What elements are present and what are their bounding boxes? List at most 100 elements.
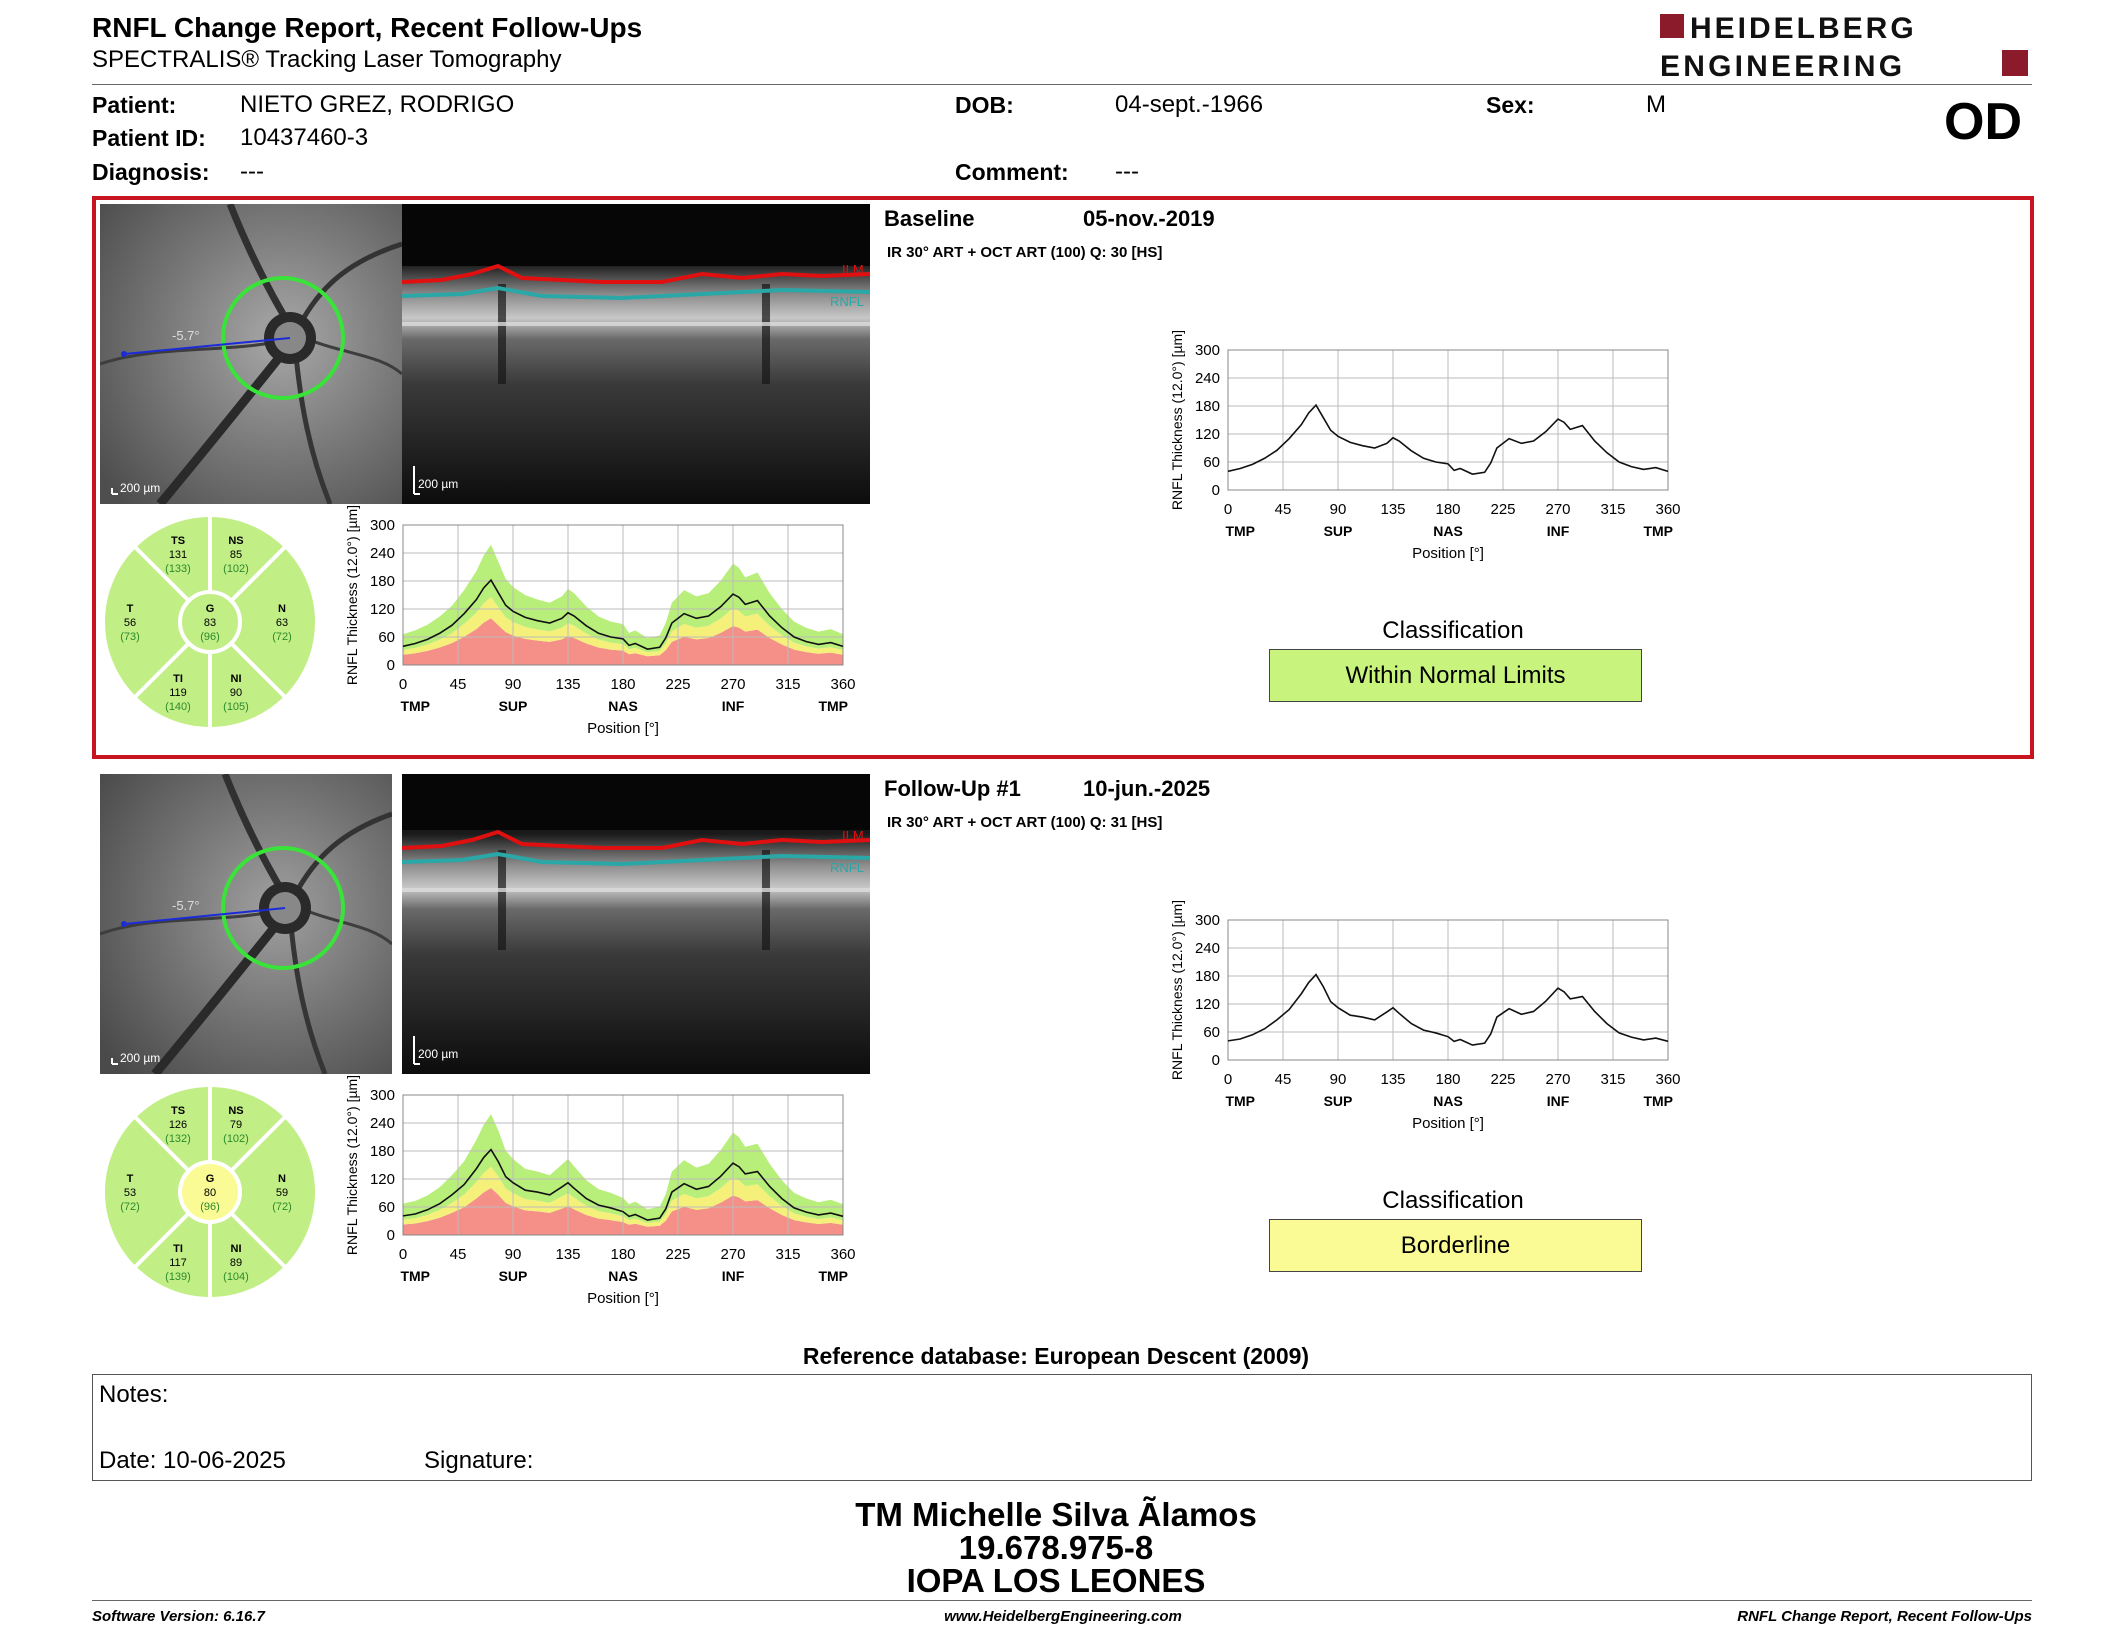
x-tick-label: 360 [1655,1071,1680,1088]
x-tick-label: 90 [505,676,522,693]
x-region-label: NAS [608,1268,638,1284]
x-tick-label: 180 [610,1246,635,1263]
x-tick-label: 225 [1490,1071,1515,1088]
baseline-fundus-image: -5.7° 200 µm [100,204,402,504]
x-region-label: INF [722,1268,745,1284]
x-region-label: SUP [1324,523,1353,539]
dob-label: DOB: [955,92,1014,118]
bscan-scale-bar: 200 µm [418,1047,458,1061]
x-tick-label: 45 [450,676,467,693]
x-tick-label: 270 [1545,1071,1570,1088]
y-tick-label: 120 [1195,996,1220,1013]
x-tick-label: 270 [1545,501,1570,518]
reference-database: Reference database: European Descent (20… [802,1343,1310,1369]
x-region-label: TMP [400,698,430,714]
sector-n-value: 59 [276,1187,288,1199]
x-region-label: TMP [818,698,848,714]
baseline-classification-title: Classification [1382,617,1524,644]
sector-n-normal: (72) [272,1201,292,1213]
scan-circle [221,276,345,400]
rnfl-thickness-line [402,1148,844,1221]
y-tick-label: 240 [370,1115,395,1132]
baseline-thickness-chart: 0 60 120 180 240 300 0 45 90 135 180 225 270 315 360 TM… [1169,330,1681,562]
x-region-label: SUP [499,1268,528,1284]
sector-g-value: 83 [204,617,216,629]
sector-ti-value: 119 [169,687,187,699]
baseline-sector-diagram: TS 131 (133) NS 85 (102) T 56 (73) G 83 … [103,515,317,729]
website-link[interactable]: www.HeidelbergEngineering.com [944,1608,1182,1625]
comment-value: --- [1115,158,1139,185]
signer-name: TM Michelle Silva Ãlamos [855,1496,1257,1533]
x-region-label: TMP [1225,1093,1255,1109]
sector-ti-label: TI [173,1243,183,1255]
followup-sector-diagram: TS 126 (132) NS 79 (102) T 53 (72) G 80 … [103,1085,317,1299]
sector-t-label: T [127,603,134,615]
x-tick-label: 45 [450,1246,467,1263]
notes-signature-label: Signature: [424,1447,534,1474]
x-tick-label: 135 [1380,1071,1405,1088]
rnfl-thickness-line [402,578,844,650]
y-tick-label: 300 [1195,342,1220,359]
x-tick-label: 90 [505,1246,522,1263]
x-tick-label: 0 [1224,1071,1232,1088]
logo-text-bottom: ENGINEERING [1660,50,1905,82]
sector-ni-label: NI [231,673,242,685]
x-region-label: NAS [1433,1093,1463,1109]
x-axis-label: Position [°] [587,720,659,737]
x-tick-label: 315 [775,1246,800,1263]
sector-n-label: N [278,1173,286,1185]
sector-ni-label: NI [231,1243,242,1255]
y-tick-label: 60 [1203,454,1220,471]
x-tick-label: 270 [720,1246,745,1263]
followup-date: 10-jun.-2025 [1083,776,1211,801]
y-tick-label: 240 [1195,370,1220,387]
sector-t-normal: (72) [120,1201,140,1213]
x-axis-label: Position [°] [1412,1115,1484,1132]
plot-frame [1227,349,1669,491]
plot-frame [402,524,844,666]
y-tick-label: 300 [370,517,395,534]
eye-indicator: OD [1944,93,2022,151]
sector-n-normal: (72) [272,631,292,643]
sector-n-label: N [278,603,286,615]
sector-g-label: G [206,1173,215,1185]
x-region-label: TMP [400,1268,430,1284]
scan-circle [221,846,345,970]
x-region-label: TMP [818,1268,848,1284]
rnfl-layer-label: RNFL [830,294,864,309]
x-tick-label: 225 [1490,501,1515,518]
sector-ns-value: 85 [230,549,242,561]
sector-ts-value: 131 [169,549,187,561]
x-tick-label: 45 [1275,1071,1292,1088]
x-tick-label: 270 [720,676,745,693]
followup-normative-chart: 0 60 120 180 240 300 0 45 90 135 180 225 270 315 360 TM… [344,1075,856,1307]
diagnosis-value: --- [240,158,264,185]
sector-t-normal: (73) [120,631,140,643]
y-tick-label: 180 [370,573,395,590]
sector-t-label: T [127,1173,134,1185]
x-tick-label: 360 [830,1246,855,1263]
x-tick-label: 180 [1435,501,1460,518]
x-tick-label: 135 [555,1246,580,1263]
y-tick-label: 300 [1195,912,1220,929]
y-axis-label: RNFL Thickness (12.0°) [µm] [1169,330,1185,510]
x-tick-label: 315 [775,676,800,693]
x-tick-label: 180 [610,676,635,693]
y-tick-label: 120 [370,601,395,618]
signer-institution: IOPA LOS LEONES [906,1562,1206,1599]
sector-ti-normal: (139) [165,1271,191,1283]
followup-scan-info: IR 30° ART + OCT ART (100) Q: 31 [HS] [887,814,1163,831]
x-region-label: INF [722,698,745,714]
logo-square-bottom [2002,50,2028,76]
sector-ts-label: TS [171,535,185,547]
x-tick-label: 45 [1275,501,1292,518]
report-subtitle: SPECTRALIS® Tracking Laser Tomography [92,46,562,73]
y-tick-label: 240 [370,545,395,562]
sector-g-normal: (96) [200,1201,220,1213]
x-tick-label: 0 [399,676,407,693]
followup-classification-title: Classification [1382,1187,1524,1214]
sector-g-normal: (96) [200,631,220,643]
notes-box: Notes: Date: 10-06-2025 Signature: [92,1374,2032,1481]
followup-oct-bscan: ILM RNFL 200 µm [402,774,870,1074]
angle-label: -5.7° [172,898,200,913]
